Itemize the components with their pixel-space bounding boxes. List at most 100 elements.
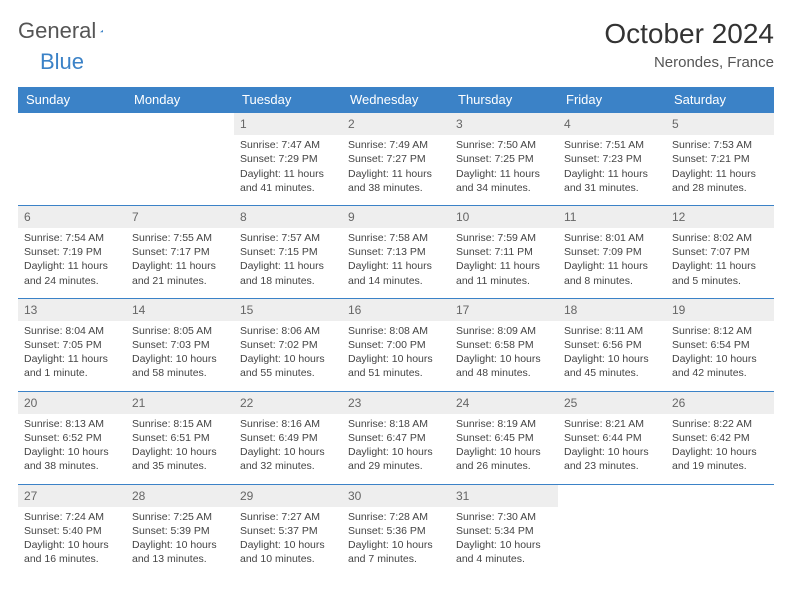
sunrise-text: Sunrise: 7:54 AM (24, 231, 120, 245)
calendar-week-row: ..1Sunrise: 7:47 AMSunset: 7:29 PMDaylig… (18, 113, 774, 206)
daylight-text: Daylight: 10 hours and 45 minutes. (564, 352, 660, 380)
day-content: Sunrise: 7:54 AMSunset: 7:19 PMDaylight:… (18, 228, 126, 298)
daylight-text: Daylight: 10 hours and 26 minutes. (456, 445, 552, 473)
sunrise-text: Sunrise: 8:15 AM (132, 417, 228, 431)
sunrise-text: Sunrise: 8:22 AM (672, 417, 768, 431)
sunrise-text: Sunrise: 7:53 AM (672, 138, 768, 152)
day-number: 20 (18, 392, 126, 414)
calendar-week-row: 13Sunrise: 8:04 AMSunset: 7:05 PMDayligh… (18, 298, 774, 391)
sunset-text: Sunset: 7:05 PM (24, 338, 120, 352)
day-content: Sunrise: 8:15 AMSunset: 6:51 PMDaylight:… (126, 414, 234, 484)
sunset-text: Sunset: 7:17 PM (132, 245, 228, 259)
sunset-text: Sunset: 6:47 PM (348, 431, 444, 445)
day-number: 19 (666, 299, 774, 321)
day-number: 4 (558, 113, 666, 135)
daylight-text: Daylight: 10 hours and 16 minutes. (24, 538, 120, 566)
day-content: Sunrise: 8:19 AMSunset: 6:45 PMDaylight:… (450, 414, 558, 484)
day-number: 9 (342, 206, 450, 228)
calendar-cell: 25Sunrise: 8:21 AMSunset: 6:44 PMDayligh… (558, 391, 666, 484)
sunset-text: Sunset: 7:11 PM (456, 245, 552, 259)
calendar-cell: 17Sunrise: 8:09 AMSunset: 6:58 PMDayligh… (450, 298, 558, 391)
daylight-text: Daylight: 10 hours and 42 minutes. (672, 352, 768, 380)
calendar-cell: 26Sunrise: 8:22 AMSunset: 6:42 PMDayligh… (666, 391, 774, 484)
day-content: Sunrise: 8:18 AMSunset: 6:47 PMDaylight:… (342, 414, 450, 484)
day-number: 29 (234, 485, 342, 507)
day-content: Sunrise: 8:06 AMSunset: 7:02 PMDaylight:… (234, 321, 342, 391)
sunset-text: Sunset: 7:07 PM (672, 245, 768, 259)
day-header-row: Sunday Monday Tuesday Wednesday Thursday… (18, 87, 774, 113)
sunrise-text: Sunrise: 7:25 AM (132, 510, 228, 524)
day-number: 15 (234, 299, 342, 321)
sunset-text: Sunset: 6:52 PM (24, 431, 120, 445)
day-number: 18 (558, 299, 666, 321)
calendar-cell: 15Sunrise: 8:06 AMSunset: 7:02 PMDayligh… (234, 298, 342, 391)
day-header: Saturday (666, 87, 774, 113)
sunset-text: Sunset: 7:09 PM (564, 245, 660, 259)
calendar-cell: 20Sunrise: 8:13 AMSunset: 6:52 PMDayligh… (18, 391, 126, 484)
calendar-cell: 14Sunrise: 8:05 AMSunset: 7:03 PMDayligh… (126, 298, 234, 391)
daylight-text: Daylight: 11 hours and 31 minutes. (564, 167, 660, 195)
sunrise-text: Sunrise: 7:59 AM (456, 231, 552, 245)
day-number: 28 (126, 485, 234, 507)
calendar-cell: 19Sunrise: 8:12 AMSunset: 6:54 PMDayligh… (666, 298, 774, 391)
calendar-cell: . (666, 484, 774, 576)
sunset-text: Sunset: 7:25 PM (456, 152, 552, 166)
day-number: 31 (450, 485, 558, 507)
sunset-text: Sunset: 5:37 PM (240, 524, 336, 538)
day-number: 16 (342, 299, 450, 321)
day-number: 12 (666, 206, 774, 228)
sunset-text: Sunset: 5:39 PM (132, 524, 228, 538)
sunset-text: Sunset: 5:34 PM (456, 524, 552, 538)
day-content: Sunrise: 8:04 AMSunset: 7:05 PMDaylight:… (18, 321, 126, 391)
sunset-text: Sunset: 7:21 PM (672, 152, 768, 166)
sunset-text: Sunset: 5:40 PM (24, 524, 120, 538)
daylight-text: Daylight: 10 hours and 32 minutes. (240, 445, 336, 473)
calendar-cell: 8Sunrise: 7:57 AMSunset: 7:15 PMDaylight… (234, 205, 342, 298)
calendar-cell: 5Sunrise: 7:53 AMSunset: 7:21 PMDaylight… (666, 113, 774, 206)
calendar-cell: 21Sunrise: 8:15 AMSunset: 6:51 PMDayligh… (126, 391, 234, 484)
sunset-text: Sunset: 7:19 PM (24, 245, 120, 259)
sunrise-text: Sunrise: 7:30 AM (456, 510, 552, 524)
daylight-text: Daylight: 11 hours and 28 minutes. (672, 167, 768, 195)
daylight-text: Daylight: 10 hours and 23 minutes. (564, 445, 660, 473)
sunset-text: Sunset: 6:45 PM (456, 431, 552, 445)
day-content: Sunrise: 7:57 AMSunset: 7:15 PMDaylight:… (234, 228, 342, 298)
day-number: 17 (450, 299, 558, 321)
day-number: 11 (558, 206, 666, 228)
day-number: 22 (234, 392, 342, 414)
sunset-text: Sunset: 6:56 PM (564, 338, 660, 352)
sunset-text: Sunset: 6:42 PM (672, 431, 768, 445)
day-number: 3 (450, 113, 558, 135)
calendar-cell: 7Sunrise: 7:55 AMSunset: 7:17 PMDaylight… (126, 205, 234, 298)
day-number: 27 (18, 485, 126, 507)
day-number: 1 (234, 113, 342, 135)
day-number: 13 (18, 299, 126, 321)
calendar-cell: 22Sunrise: 8:16 AMSunset: 6:49 PMDayligh… (234, 391, 342, 484)
sunrise-text: Sunrise: 8:12 AM (672, 324, 768, 338)
calendar-cell: 10Sunrise: 7:59 AMSunset: 7:11 PMDayligh… (450, 205, 558, 298)
sunrise-text: Sunrise: 8:13 AM (24, 417, 120, 431)
daylight-text: Daylight: 11 hours and 41 minutes. (240, 167, 336, 195)
calendar-cell: . (558, 484, 666, 576)
daylight-text: Daylight: 10 hours and 19 minutes. (672, 445, 768, 473)
day-content: Sunrise: 7:27 AMSunset: 5:37 PMDaylight:… (234, 507, 342, 577)
daylight-text: Daylight: 10 hours and 51 minutes. (348, 352, 444, 380)
day-content: Sunrise: 8:12 AMSunset: 6:54 PMDaylight:… (666, 321, 774, 391)
sunset-text: Sunset: 7:03 PM (132, 338, 228, 352)
calendar-cell: 27Sunrise: 7:24 AMSunset: 5:40 PMDayligh… (18, 484, 126, 576)
calendar-cell: 11Sunrise: 8:01 AMSunset: 7:09 PMDayligh… (558, 205, 666, 298)
day-content: Sunrise: 7:28 AMSunset: 5:36 PMDaylight:… (342, 507, 450, 577)
calendar-cell: 31Sunrise: 7:30 AMSunset: 5:34 PMDayligh… (450, 484, 558, 576)
sunrise-text: Sunrise: 8:01 AM (564, 231, 660, 245)
day-number: 14 (126, 299, 234, 321)
calendar-cell: 23Sunrise: 8:18 AMSunset: 6:47 PMDayligh… (342, 391, 450, 484)
sunrise-text: Sunrise: 7:57 AM (240, 231, 336, 245)
sunrise-text: Sunrise: 7:50 AM (456, 138, 552, 152)
daylight-text: Daylight: 10 hours and 29 minutes. (348, 445, 444, 473)
calendar-table: Sunday Monday Tuesday Wednesday Thursday… (18, 87, 774, 576)
daylight-text: Daylight: 10 hours and 13 minutes. (132, 538, 228, 566)
day-content: Sunrise: 7:58 AMSunset: 7:13 PMDaylight:… (342, 228, 450, 298)
day-content: Sunrise: 7:59 AMSunset: 7:11 PMDaylight:… (450, 228, 558, 298)
day-content: Sunrise: 8:08 AMSunset: 7:00 PMDaylight:… (342, 321, 450, 391)
day-number: 23 (342, 392, 450, 414)
